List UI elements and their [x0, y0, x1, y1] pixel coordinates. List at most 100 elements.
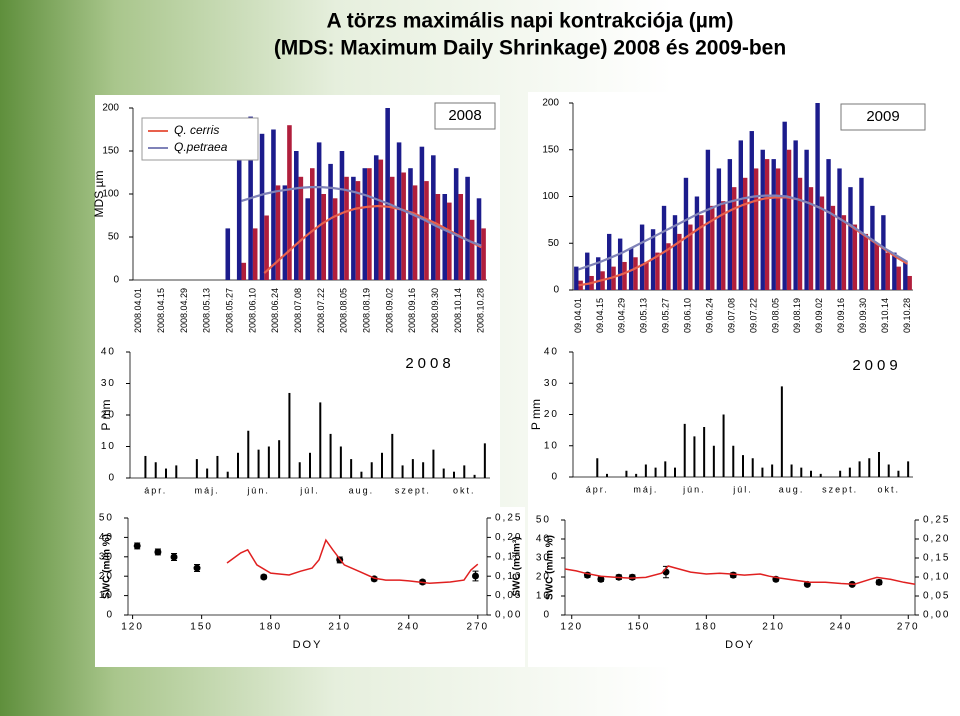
bar — [473, 474, 476, 478]
bar — [878, 452, 880, 477]
x-tick-label: 09.06.10 — [683, 298, 693, 333]
bar — [442, 194, 448, 280]
x-tick-label: 270 — [466, 622, 489, 633]
y-tick-label: 20 — [544, 409, 559, 420]
bar — [596, 257, 601, 290]
bar — [887, 464, 890, 477]
bar — [797, 177, 803, 290]
bar — [683, 177, 689, 290]
x-tick-label: 2008.09.02 — [384, 288, 394, 333]
bar — [841, 215, 847, 290]
point — [471, 572, 479, 580]
bar — [431, 155, 436, 280]
bar — [355, 181, 361, 280]
bar — [237, 452, 239, 478]
x-tick-label: 09.06.24 — [704, 298, 714, 333]
bar — [688, 224, 693, 290]
x-tick-label: 120 — [560, 622, 583, 633]
y-tick-label: 40 — [544, 347, 559, 358]
x-tick-label: 2008.09.30 — [430, 288, 440, 333]
panel — [95, 347, 500, 507]
bar — [264, 215, 269, 280]
bar — [385, 108, 390, 280]
bar — [786, 149, 792, 290]
x-tick-label: 09.07.08 — [726, 298, 736, 333]
chart-label: 2008 — [405, 355, 454, 372]
y-tick-label: 10 — [536, 591, 551, 602]
bar — [144, 455, 147, 478]
bar — [810, 470, 812, 477]
x-tick-label: 09.04.01 — [573, 298, 583, 333]
point — [597, 575, 605, 583]
x-tick-label: 120 — [121, 622, 144, 633]
fit-line — [263, 204, 482, 274]
bar — [808, 187, 814, 290]
bar — [625, 470, 628, 477]
bar — [396, 142, 402, 280]
x-tick-label: 150 — [628, 622, 651, 633]
point — [260, 573, 268, 581]
x-tick-label: 2008.10.28 — [476, 288, 486, 333]
y2-tick-label: 0,25 — [923, 515, 950, 526]
bar — [344, 176, 349, 280]
x-tick-label: 2008.07.22 — [316, 288, 326, 333]
bar — [362, 168, 368, 280]
bar — [574, 266, 579, 290]
y-tick-label: 30 — [101, 378, 116, 389]
y-tick-label: 20 — [101, 410, 116, 421]
bar — [350, 459, 353, 478]
y-tick-label: 100 — [102, 189, 119, 200]
bar — [305, 198, 310, 280]
x-tick-label: máj. — [195, 485, 220, 495]
bar — [703, 427, 706, 477]
y-tick-label: 0 — [106, 610, 114, 621]
bar — [761, 467, 764, 477]
x-tick-label: szept. — [395, 485, 431, 495]
bar — [672, 215, 678, 290]
x-tick-label: 2008.10.14 — [453, 288, 463, 333]
bar — [606, 473, 608, 477]
bar — [907, 461, 910, 477]
bar — [870, 205, 875, 290]
x-tick-label: 2008.04.01 — [133, 288, 143, 333]
bar — [683, 423, 686, 477]
y2-axis-label: SWC (m³/m³) — [512, 537, 523, 597]
bar — [654, 467, 657, 477]
bar — [839, 470, 842, 477]
bar — [738, 140, 743, 290]
x-tick-label: 2008.07.08 — [293, 288, 303, 333]
label-box — [840, 103, 926, 131]
x-tick-label: 09.09.16 — [836, 298, 846, 333]
bar — [868, 458, 871, 477]
y-tick-label: 50 — [536, 515, 551, 526]
bar — [267, 446, 270, 478]
x-tick-label: aug. — [779, 484, 805, 494]
y-axis-label: SWC (m/m %) — [545, 535, 556, 600]
bar — [332, 198, 338, 280]
x-tick-label: szept. — [822, 484, 858, 494]
bar — [881, 215, 886, 290]
bar — [705, 149, 711, 290]
bar — [271, 129, 276, 280]
label-box — [434, 102, 496, 130]
bar — [633, 257, 638, 290]
bar — [453, 471, 455, 478]
x-tick-label: okt. — [453, 485, 476, 495]
bar — [819, 473, 822, 477]
bar — [373, 155, 379, 280]
bar — [294, 151, 299, 280]
fit-line — [578, 194, 909, 271]
bar — [721, 201, 726, 290]
x-tick-label: 09.04.15 — [595, 298, 605, 333]
bar — [815, 103, 820, 290]
y-tick-label: 50 — [99, 513, 114, 524]
bar — [710, 205, 715, 290]
y-tick-label: 10 — [544, 440, 559, 451]
y-tick-label: 40 — [101, 347, 116, 358]
bar — [195, 459, 198, 478]
bar — [635, 473, 638, 477]
y2-tick-label: 0,10 — [923, 572, 950, 583]
bar — [722, 414, 725, 477]
bar — [892, 252, 897, 290]
y-axis-label: P mm — [99, 399, 113, 430]
